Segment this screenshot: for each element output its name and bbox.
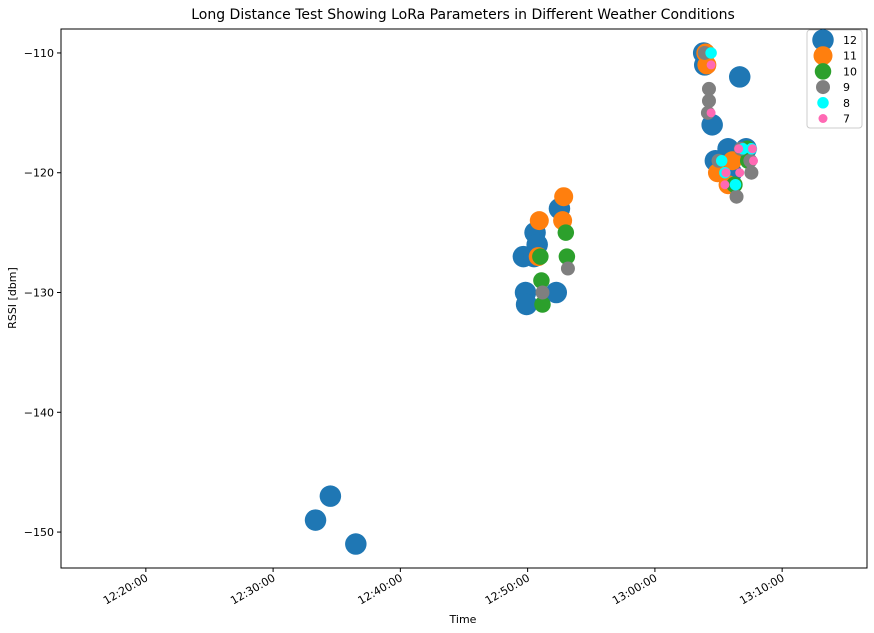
legend-marker-sf7 bbox=[818, 114, 828, 123]
point-sf10 bbox=[558, 248, 576, 265]
point-sf12 bbox=[728, 66, 751, 88]
point-sf11 bbox=[554, 187, 574, 207]
plot-area bbox=[60, 28, 868, 569]
point-sf9 bbox=[729, 189, 744, 204]
point-sf12 bbox=[515, 293, 538, 316]
point-sf8 bbox=[705, 47, 717, 59]
y-tick-label: −140 bbox=[24, 406, 54, 419]
point-sf7 bbox=[721, 168, 731, 178]
point-sf7 bbox=[706, 60, 716, 70]
x-tick-label: 13:10:00 bbox=[737, 571, 786, 607]
y-tick-label: −110 bbox=[24, 47, 54, 60]
point-sf12 bbox=[545, 281, 568, 304]
point-sf9 bbox=[560, 261, 575, 276]
x-axis: 12:20:00 12:30:00 12:40:00 12:50:00 13:00:00… bbox=[101, 568, 787, 607]
legend-marker-sf12 bbox=[812, 29, 834, 51]
legend-marker-sf11 bbox=[813, 46, 833, 66]
x-tick-label: 13:00:00 bbox=[610, 571, 659, 607]
point-sf11 bbox=[529, 211, 549, 231]
point-sf12 bbox=[304, 509, 327, 531]
point-sf10 bbox=[532, 248, 549, 265]
legend-marker-sf8 bbox=[817, 97, 829, 109]
y-tick-label: −130 bbox=[24, 287, 54, 300]
y-axis: −110 −120 −130 −140 −150 bbox=[24, 47, 61, 539]
legend-label-sf10: 10 bbox=[843, 65, 857, 78]
point-sf7 bbox=[720, 180, 730, 190]
y-axis-label: RSSI [dbm] bbox=[6, 267, 19, 329]
legend: 12 11 10 9 8 7 bbox=[806, 29, 863, 129]
x-tick-label: 12:40:00 bbox=[356, 571, 405, 607]
point-sf9 bbox=[701, 81, 716, 96]
point-sf8 bbox=[715, 155, 728, 167]
point-sf8 bbox=[729, 178, 742, 191]
legend-label-sf8: 8 bbox=[843, 97, 850, 110]
legend-marker-sf9 bbox=[816, 80, 830, 95]
y-tick-label: −150 bbox=[24, 526, 54, 539]
x-tick-label: 12:20:00 bbox=[101, 571, 150, 607]
point-sf7 bbox=[735, 168, 745, 178]
point-sf10 bbox=[533, 272, 550, 289]
legend-label-sf9: 9 bbox=[843, 81, 850, 94]
point-sf12 bbox=[345, 533, 367, 555]
point-sf12 bbox=[319, 485, 342, 507]
point-sf9 bbox=[744, 165, 759, 180]
legend-marker-sf10 bbox=[814, 63, 832, 80]
x-tick-label: 12:50:00 bbox=[483, 571, 532, 607]
point-sf9 bbox=[701, 93, 716, 108]
legend-label-sf11: 11 bbox=[843, 50, 857, 63]
point-sf10 bbox=[534, 296, 551, 313]
point-sf7 bbox=[734, 144, 744, 154]
point-sf7 bbox=[747, 144, 757, 154]
legend-label-sf12: 12 bbox=[843, 34, 857, 47]
x-tick-label: 12:30:00 bbox=[228, 571, 277, 607]
data-points bbox=[304, 42, 759, 555]
point-sf7 bbox=[706, 108, 716, 118]
y-tick-label: −120 bbox=[24, 167, 54, 180]
legend-label-sf7: 7 bbox=[843, 113, 850, 126]
point-sf9 bbox=[535, 285, 550, 300]
point-sf10 bbox=[557, 224, 575, 241]
x-axis-label: Time bbox=[449, 613, 477, 626]
point-sf7 bbox=[749, 156, 759, 166]
chart-title: Long Distance Test Showing LoRa Paramete… bbox=[191, 7, 735, 23]
point-sf11 bbox=[722, 151, 742, 171]
